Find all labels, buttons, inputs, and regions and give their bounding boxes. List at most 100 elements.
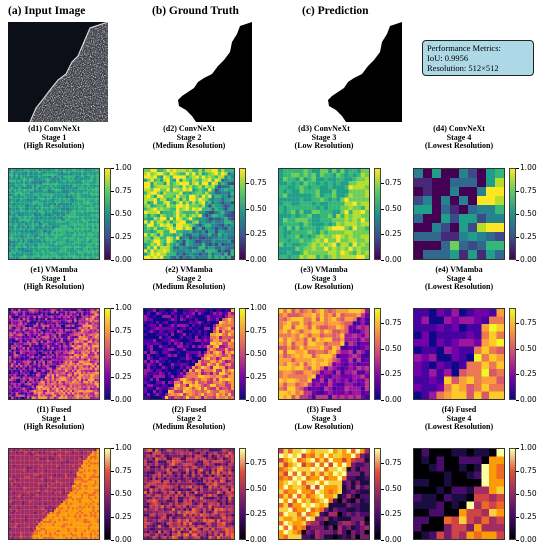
metrics-heading: Performance Metrics:: [427, 43, 501, 53]
feature-heatmap: [143, 308, 235, 400]
colorbar-tick-mark: [111, 354, 114, 355]
colorbar-tick-label: 0.75: [520, 466, 537, 475]
performance-metrics-box: Performance Metrics: IoU: 0.9956 Resolut…: [422, 40, 534, 76]
colorbar-tick-mark: [516, 323, 519, 324]
panel-title-line: (e3) VMamba: [300, 265, 348, 274]
colorbar-tick-label: 0.75: [115, 326, 132, 335]
colorbar: [374, 448, 381, 540]
colorbar-tick-mark: [381, 540, 384, 541]
colorbar: [509, 448, 516, 540]
colorbar-tick-label: 0.25: [115, 372, 132, 381]
colorbar-tick-label: 0.50: [115, 489, 132, 498]
feature-heatmap: [413, 168, 505, 260]
colorbar-tick-label: 0.50: [115, 349, 132, 358]
colorbar-tick-label: 0.75: [250, 458, 267, 467]
panel-title: (f2) Fused Stage 2 (Medium Resolution): [124, 405, 254, 432]
colorbar: [239, 168, 246, 260]
colorbar: [104, 448, 111, 540]
colorbar-tick-mark: [246, 234, 249, 235]
colorbar-tick-mark: [381, 323, 384, 324]
colorbar-tick-mark: [111, 471, 114, 472]
panel-title-line: (d2) ConvNeXt: [163, 124, 215, 133]
panel-title-line: Stage 1: [41, 132, 67, 142]
colorbar-tick-mark: [381, 463, 384, 464]
colorbar-tick-mark: [381, 374, 384, 375]
panel-title: (f4) Fused Stage 4 (Lowest Resolution): [394, 405, 524, 432]
panel-title-line: Stage 4: [446, 132, 472, 142]
colorbar-tick-label: 0.75: [520, 186, 537, 195]
panel-title-line: Stage 2: [176, 413, 202, 423]
colorbar-tick-mark: [381, 489, 384, 490]
colorbar-tick-label: 0.50: [385, 204, 402, 213]
colorbar-tick-label: 0.00: [385, 535, 402, 544]
colorbar: [239, 448, 246, 540]
feature-heatmap: [278, 308, 370, 400]
colorbar-tick-label: 0.00: [250, 395, 267, 404]
colorbar-tick-label: 1.00: [250, 303, 267, 312]
panel-title-line: (Medium Resolution): [152, 141, 226, 151]
colorbar-tick-label: 0.50: [250, 484, 267, 493]
panel-title: (d4) ConvNeXt Stage 4 (Lowest Resolution): [394, 124, 524, 151]
colorbar-tick-mark: [516, 448, 519, 449]
panel-title-line: Stage 3: [311, 132, 337, 142]
panel-title: (f1) Fused Stage 1 (High Resolution): [0, 405, 119, 432]
colorbar: [239, 308, 246, 400]
panel-title-line: Stage 1: [41, 413, 67, 423]
panel-title-line: (Medium Resolution): [152, 422, 226, 432]
colorbar-tick-label: 0.50: [250, 204, 267, 213]
colorbar-tick-mark: [381, 514, 384, 515]
colorbar-tick-mark: [381, 400, 384, 401]
feature-heatmap: [8, 168, 100, 260]
colorbar-tick-label: 0.75: [385, 318, 402, 327]
panel-title-line: (e4) VMamba: [435, 265, 483, 274]
colorbar: [374, 168, 381, 260]
colorbar-tick-mark: [111, 377, 114, 378]
colorbar-tick-label: 0.00: [115, 255, 132, 264]
panel-title-line: (d3) ConvNeXt: [298, 124, 350, 133]
colorbar-tick-label: 0.50: [385, 344, 402, 353]
colorbar-tick-mark: [516, 400, 519, 401]
colorbar-tick-label: 0.50: [385, 484, 402, 493]
feature-heatmap: [278, 168, 370, 260]
panel-title-line: (Lowest Resolution): [424, 141, 494, 151]
ground-truth-mask: [152, 22, 252, 122]
colorbar-tick-mark: [381, 349, 384, 350]
colorbar-tick-label: 0.25: [115, 512, 132, 521]
colorbar-tick-mark: [246, 331, 249, 332]
colorbar-tick-label: 0.00: [385, 255, 402, 264]
feature-heatmap: [8, 308, 100, 400]
colorbar-tick-mark: [516, 471, 519, 472]
colorbar-tick-label: 0.75: [250, 326, 267, 335]
panel-title-line: (Low Resolution): [294, 422, 354, 432]
colorbar-tick-label: 0.25: [385, 369, 402, 378]
panel-title-line: (e1) VMamba: [30, 265, 78, 274]
colorbar-tick-mark: [246, 377, 249, 378]
colorbar-tick-label: 1.00: [115, 163, 132, 172]
panel-title: (e1) VMamba Stage 1 (High Resolution): [0, 265, 119, 292]
panel-title-line: (Lowest Resolution): [424, 282, 494, 292]
feature-heatmap: [143, 168, 235, 260]
panel-title-line: (e2) VMamba: [165, 265, 213, 274]
metrics-iou: IoU: 0.9956: [427, 53, 469, 63]
feature-heatmap: [278, 448, 370, 540]
panel-title: (e2) VMamba Stage 2 (Medium Resolution): [124, 265, 254, 292]
colorbar-tick-mark: [111, 400, 114, 401]
colorbar-tick-label: 0.75: [520, 318, 537, 327]
colorbar-tick-mark: [111, 494, 114, 495]
colorbar-tick-label: 0.00: [115, 535, 132, 544]
colorbar-tick-mark: [381, 183, 384, 184]
colorbar-tick-mark: [381, 209, 384, 210]
panel-title: (e3) VMamba Stage 3 (Low Resolution): [259, 265, 389, 292]
panel-title: (d3) ConvNeXt Stage 3 (Low Resolution): [259, 124, 389, 151]
colorbar-tick-mark: [381, 260, 384, 261]
colorbar-tick-mark: [246, 308, 249, 309]
colorbar-tick-mark: [516, 237, 519, 238]
colorbar-tick-label: 0.25: [520, 232, 537, 241]
colorbar-tick-mark: [246, 260, 249, 261]
colorbar-tick-label: 0.00: [250, 255, 267, 264]
colorbar-tick-mark: [111, 260, 114, 261]
feature-heatmap: [143, 448, 235, 540]
colorbar-tick-mark: [246, 354, 249, 355]
colorbar-tick-mark: [246, 514, 249, 515]
